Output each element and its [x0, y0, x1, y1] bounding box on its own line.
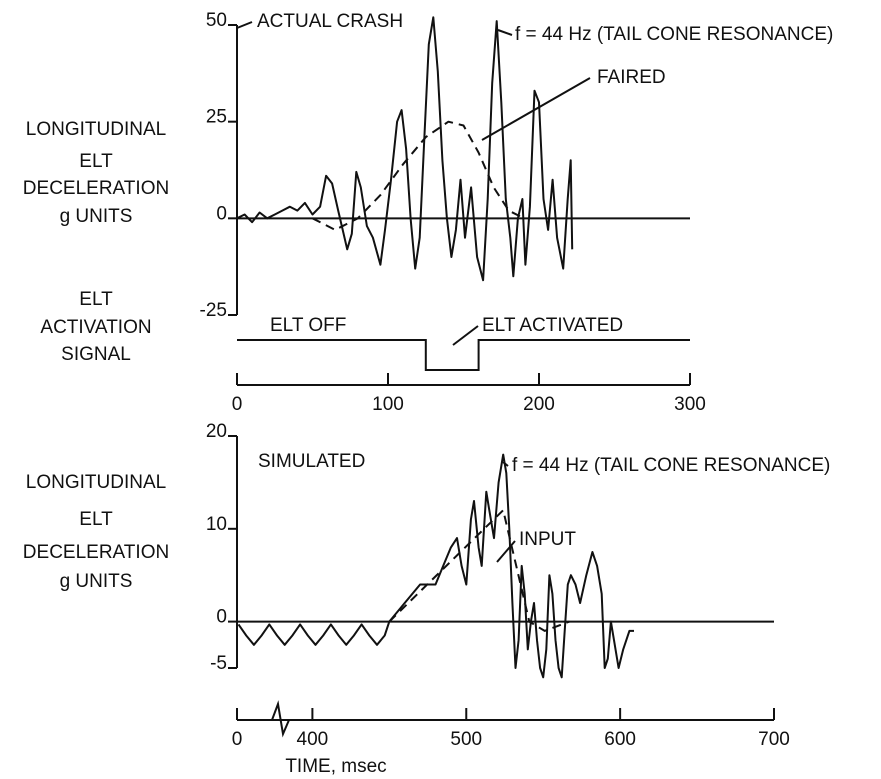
leader	[496, 540, 516, 563]
annotation: INPUT	[519, 529, 576, 550]
y-tick-label: -25	[200, 300, 227, 321]
leader	[236, 21, 253, 29]
y-axis-label: ELT	[79, 151, 113, 172]
y-axis-label: ELT	[79, 289, 113, 310]
annotation: ELT ACTIVATED	[482, 315, 623, 336]
y-tick-label: 0	[216, 203, 227, 224]
y-axis-label: g UNITS	[60, 571, 133, 592]
annotation: f = 44 Hz (TAIL CONE RESONANCE)	[512, 455, 830, 476]
leader	[481, 77, 591, 141]
signal-line	[237, 339, 690, 371]
y-tick-label: 0	[216, 607, 227, 628]
y-tick-label: 10	[206, 514, 227, 535]
y-axis-label: LONGITUDINAL	[26, 119, 166, 140]
y-tick-label: 20	[206, 421, 227, 442]
annotation: f = 44 Hz (TAIL CONE RESONANCE)	[515, 24, 833, 45]
x-tick-label: 200	[523, 394, 555, 415]
x-tick-label: 300	[674, 394, 706, 415]
y-axis-label: ACTIVATION	[40, 317, 151, 338]
y-tick-label: -5	[210, 653, 227, 674]
y-tick-label: 25	[206, 107, 227, 128]
faired-line	[312, 120, 525, 231]
x-tick-label: 400	[297, 729, 329, 750]
leader	[452, 325, 479, 346]
x-tick-label: 0	[232, 729, 243, 750]
x-tick-label: 700	[758, 729, 790, 750]
y-axis-label: LONGITUDINAL	[26, 472, 166, 493]
faired-line	[388, 509, 570, 632]
y-axis-label: DECELERATION	[23, 178, 169, 199]
y-axis-label: g UNITS	[60, 206, 133, 227]
y-axis-label: ELT	[79, 509, 113, 530]
y-tick-label: 50	[206, 10, 227, 31]
data-line	[236, 16, 574, 282]
annotation: SIMULATED	[258, 451, 365, 472]
annotation: ELT OFF	[270, 315, 346, 336]
annotation: FAIRED	[597, 67, 666, 88]
x-axis-label: TIME, msec	[285, 756, 386, 777]
leader	[497, 29, 513, 36]
x-tick-label: 500	[450, 729, 482, 750]
y-axis-label: DECELERATION	[23, 542, 169, 563]
x-tick-label: 100	[372, 394, 404, 415]
annotation: ACTUAL CRASH	[257, 11, 403, 32]
y-axis-label: SIGNAL	[61, 344, 131, 365]
x-tick-label: 0	[232, 394, 243, 415]
data-line	[237, 453, 634, 679]
x-tick-label: 600	[604, 729, 636, 750]
